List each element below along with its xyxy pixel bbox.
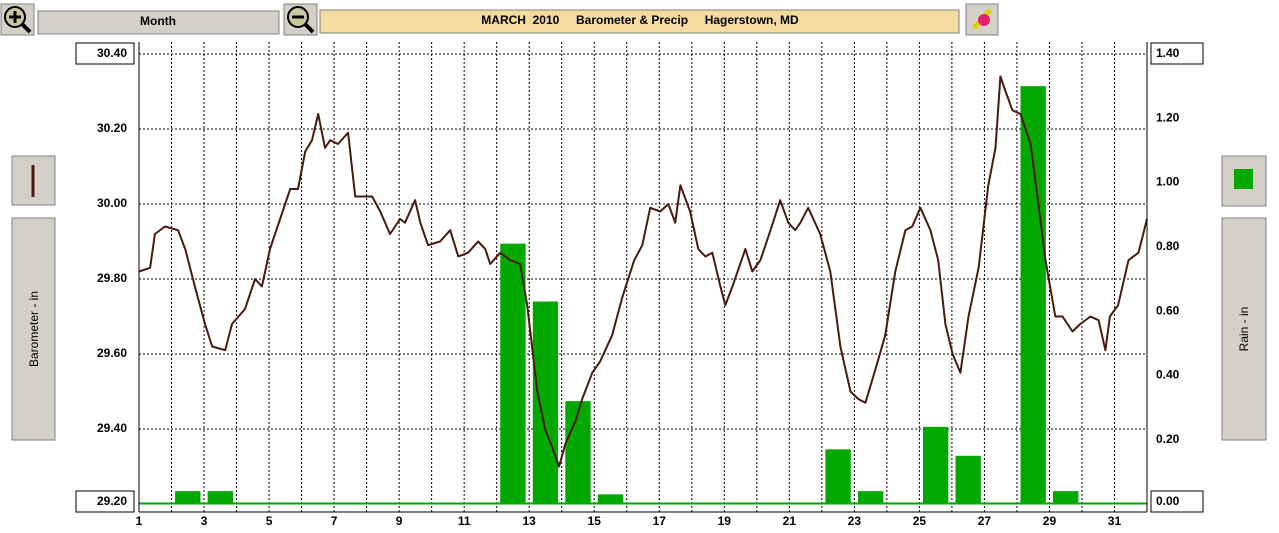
y-tick-box (75, 42, 135, 65)
y2-tick-label: 0.00 (1156, 494, 1180, 508)
zoom-out-button[interactable] (283, 3, 318, 36)
x-tick-label: 31 (1108, 514, 1122, 528)
x-tick-label: 29 (1043, 514, 1057, 528)
x-tick-label: 27 (978, 514, 992, 528)
range-button-label: Month (140, 14, 176, 28)
zoom-in-button[interactable] (0, 3, 35, 36)
y-tick-label: 29.60 (97, 346, 127, 360)
rain-bar (825, 449, 851, 504)
y2-axis-label: Rain - in (1237, 307, 1251, 352)
settings-icon[interactable] (965, 3, 999, 36)
x-tick-label: 3 (201, 514, 208, 528)
x-tick-label: 5 (266, 514, 273, 528)
chart-title: MARCH 2010 Barometer & Precip Hagerstown… (481, 13, 799, 27)
x-tick-label: 11 (458, 514, 471, 528)
rain-bar (565, 401, 591, 504)
rain-bar (175, 491, 201, 504)
y2-tick-label: 1.20 (1156, 110, 1180, 124)
rain-bar (857, 491, 884, 504)
y2-tick-label: 1.00 (1156, 175, 1180, 189)
y2-tick-label: 0.60 (1156, 303, 1180, 317)
y2-tick-label: 0.20 (1156, 432, 1180, 446)
rain-bar (532, 301, 559, 504)
y2-tick-box (1150, 42, 1204, 65)
x-tick-label: 25 (913, 514, 927, 528)
x-tick-label: 1 (136, 514, 143, 528)
y-tick-label: 29.80 (97, 271, 127, 285)
rain-bar (207, 491, 233, 504)
rain-bar (500, 243, 526, 504)
x-tick-label: 15 (588, 514, 602, 528)
y2-tick-box (1150, 490, 1204, 513)
y-axis-label: Barometer - in (27, 291, 41, 367)
y-tick-label: 30.40 (97, 46, 127, 60)
y2-tick-label: 1.40 (1156, 46, 1180, 60)
barometer-line (138, 75, 1148, 468)
y2-axis-panel (1221, 217, 1267, 441)
x-tick-label: 7 (331, 514, 338, 528)
rain-bar (922, 426, 949, 504)
rain-bar (1053, 491, 1079, 504)
y-axis-panel (11, 217, 56, 441)
x-tick-label: 19 (718, 514, 732, 528)
x-tick-label: 9 (396, 514, 403, 528)
y-tick-label: 30.00 (97, 196, 127, 210)
y-tick-label: 30.20 (97, 121, 127, 135)
rain-legend-swatch (1234, 169, 1253, 189)
rain-bar (1020, 86, 1046, 505)
x-tick-label: 13 (523, 514, 537, 528)
rain-bar (597, 494, 624, 504)
title-box (319, 9, 960, 34)
x-tick-label: 17 (653, 514, 667, 528)
y2-tick-label: 0.80 (1156, 239, 1180, 253)
x-tick-label: 21 (783, 514, 797, 528)
y2-tick-label: 0.40 (1156, 368, 1180, 382)
y-tick-label: 29.40 (97, 421, 127, 435)
range-button[interactable] (37, 10, 280, 35)
x-tick-label: 23 (848, 514, 862, 528)
rain-bar (955, 455, 981, 504)
y-tick-label: 29.20 (97, 494, 127, 508)
y-tick-box (75, 490, 135, 513)
